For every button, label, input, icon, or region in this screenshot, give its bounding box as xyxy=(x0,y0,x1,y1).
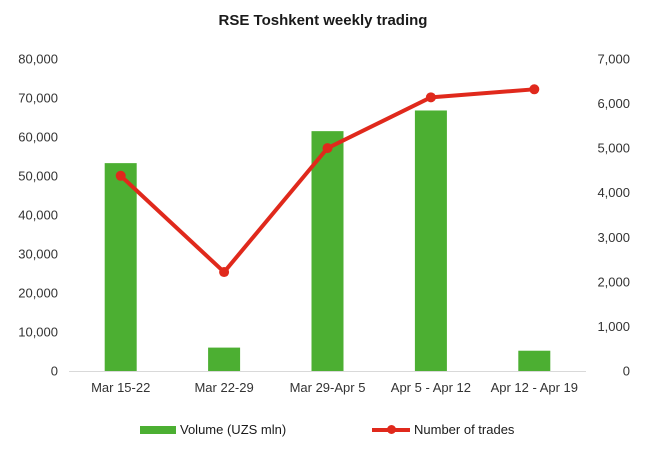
left-axis-tick-label: 20,000 xyxy=(18,286,58,301)
right-axis-tick-label: 7,000 xyxy=(597,52,630,67)
x-axis-tick-label: Apr 12 - Apr 19 xyxy=(491,380,578,395)
chart-title: RSE Toshkent weekly trading xyxy=(218,12,428,29)
bar-volume xyxy=(311,131,344,371)
left-axis-tick-label: 30,000 xyxy=(18,247,58,262)
legend-swatch-line xyxy=(372,424,410,435)
legend-label-trades: Number of trades xyxy=(414,422,515,437)
left-axis-tick-label: 40,000 xyxy=(18,208,58,223)
left-axis-tick-label: 80,000 xyxy=(18,52,58,67)
trades-point xyxy=(219,267,230,278)
left-axis-tick-label: 60,000 xyxy=(18,130,58,145)
trades-point xyxy=(322,143,333,154)
trades-point xyxy=(529,84,540,95)
x-axis-tick-label: Mar 15-22 xyxy=(91,380,150,395)
bar-volume xyxy=(414,110,447,371)
right-axis-ticks: 0 1,000 2,000 3,000 4,000 5,000 6,000 7,000 xyxy=(597,52,630,379)
x-axis-tick-label: Mar 29-Apr 5 xyxy=(290,380,366,395)
legend-label-volume: Volume (UZS mln) xyxy=(180,422,287,437)
trades-point xyxy=(425,92,436,103)
right-axis-tick-label: 5,000 xyxy=(597,141,630,156)
left-axis-tick-label: 10,000 xyxy=(18,325,58,340)
x-axis-tick-label: Apr 5 - Apr 12 xyxy=(391,380,471,395)
bar-volume xyxy=(104,163,137,371)
x-axis-ticks: Mar 15-22 Mar 22-29 Mar 29-Apr 5 Apr 5 - Ap… xyxy=(91,380,578,395)
line-layer xyxy=(115,84,540,278)
right-axis-tick-label: 6,000 xyxy=(597,96,630,111)
left-axis-tick-label: 0 xyxy=(51,364,58,379)
legend-item-volume[interactable]: Volume (UZS mln) xyxy=(140,422,286,437)
left-axis-tick-label: 50,000 xyxy=(18,169,58,184)
right-axis-tick-label: 0 xyxy=(623,364,630,379)
right-axis-tick-label: 3,000 xyxy=(597,230,630,245)
right-axis-tick-label: 2,000 xyxy=(597,274,630,289)
left-axis-tick-label: 70,000 xyxy=(18,91,58,106)
legend: Volume (UZS mln) Number of trades xyxy=(0,422,646,442)
trades-point xyxy=(115,170,126,181)
legend-swatch-bar xyxy=(140,425,176,434)
legend-item-trades[interactable]: Number of trades xyxy=(372,422,514,437)
bar-volume xyxy=(518,350,551,371)
right-axis-tick-label: 1,000 xyxy=(597,319,630,334)
left-axis-ticks: 0 10,000 20,000 30,000 40,000 50,000 60,000 70,… xyxy=(18,52,58,379)
bars-layer xyxy=(104,110,551,371)
x-axis-tick-label: Mar 22-29 xyxy=(194,380,253,395)
bar-volume xyxy=(208,347,241,371)
right-axis-tick-label: 4,000 xyxy=(597,185,630,200)
